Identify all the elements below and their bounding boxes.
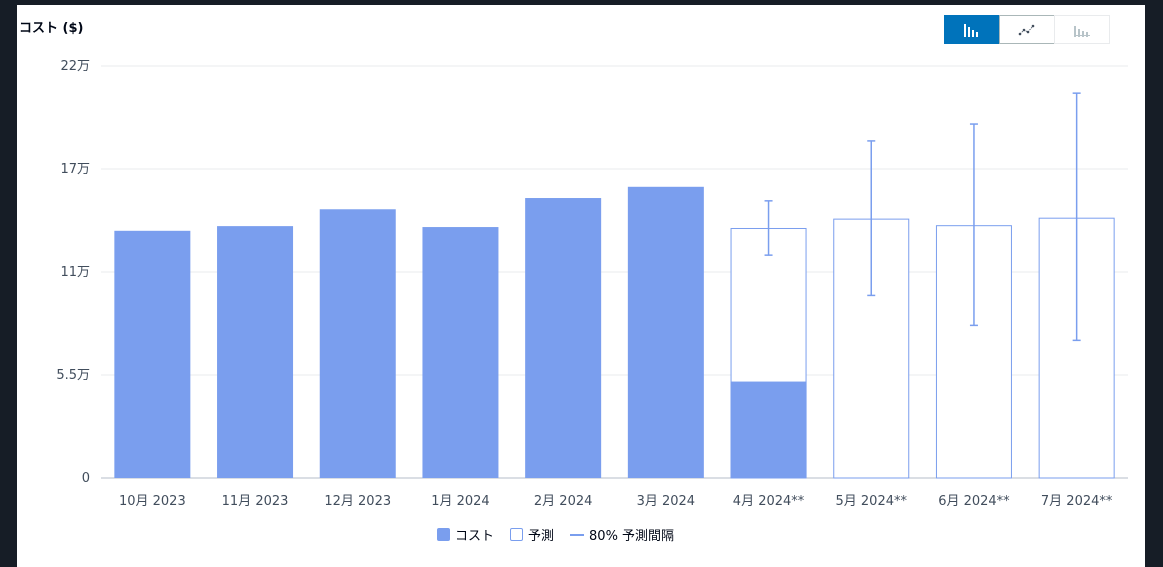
x-category-label: 2月 2024 xyxy=(534,494,593,509)
y-tick-label: 5.5万 xyxy=(56,368,90,383)
cost-bar xyxy=(525,198,602,478)
legend-item-interval[interactable]: 80% 予測間隔 xyxy=(570,525,674,544)
legend-item-cost[interactable]: コスト xyxy=(437,525,494,544)
cost-bar xyxy=(114,230,191,478)
legend-item-forecast[interactable]: 予測 xyxy=(510,525,554,544)
x-category-label: 7月 2024** xyxy=(1041,494,1113,509)
cost-bar xyxy=(627,186,704,479)
x-category-label: 10月 2023 xyxy=(119,494,186,509)
cost-bar xyxy=(422,227,499,478)
x-category-label: 1月 2024 xyxy=(431,494,490,509)
stacked-bar-chart-icon xyxy=(1074,25,1090,37)
cost-bar xyxy=(319,209,396,478)
line-chart-icon xyxy=(1018,24,1035,35)
bar-chart-icon xyxy=(964,23,978,37)
legend-label-interval: 80% 予測間隔 xyxy=(589,529,675,544)
x-category-label: 11月 2023 xyxy=(222,494,289,509)
y-tick-label: 22万 xyxy=(60,59,90,74)
x-category-label: 5月 2024** xyxy=(836,494,908,509)
y-tick-label: 0 xyxy=(82,471,90,486)
x-category-label: 6月 2024** xyxy=(938,494,1010,509)
x-category-label: 3月 2024 xyxy=(637,494,696,509)
y-axis-title: コスト ($) xyxy=(19,21,84,36)
x-category-label: 12月 2023 xyxy=(324,494,391,509)
y-tick-label: 17万 xyxy=(60,162,90,177)
x-category-label: 4月 2024** xyxy=(733,494,805,509)
legend-label-cost: コスト xyxy=(455,529,495,544)
chart-type-toggle xyxy=(944,15,1110,44)
chart-legend: コスト 予測 80% 予測間隔 xyxy=(437,525,690,544)
legend-swatch-cost xyxy=(437,528,450,541)
cost-bar xyxy=(730,381,807,478)
cost-bar xyxy=(217,226,294,478)
bar-chart-button[interactable] xyxy=(944,15,1000,44)
stacked-bar-chart-button[interactable] xyxy=(1054,15,1110,44)
y-tick-label: 11万 xyxy=(60,265,90,280)
legend-swatch-interval xyxy=(570,533,585,536)
legend-label-forecast: 予測 xyxy=(528,529,555,544)
legend-swatch-forecast xyxy=(510,528,524,541)
